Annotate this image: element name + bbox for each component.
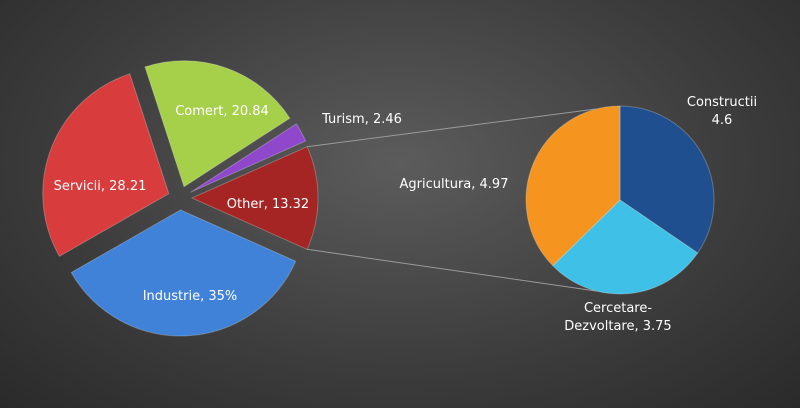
pie-slice bbox=[42, 73, 170, 257]
pie-slice bbox=[552, 199, 699, 295]
data-label: Servicii, 28.21 bbox=[53, 179, 147, 194]
connector-line bbox=[307, 108, 597, 148]
data-label: Industrie, 35% bbox=[142, 289, 238, 304]
pie-slice bbox=[144, 60, 291, 188]
data-label: Cercetare-Dezvoltare, 3.75 bbox=[564, 301, 672, 334]
data-label: Constructii 4.6 bbox=[686, 95, 758, 128]
connector-line bbox=[307, 248, 597, 292]
pie-slice bbox=[619, 105, 715, 254]
data-label: Agricultura, 4.97 bbox=[399, 177, 509, 192]
pie-slice bbox=[70, 209, 297, 337]
data-label: Other, 13.32 bbox=[226, 197, 310, 212]
data-label: Comert, 20.84 bbox=[175, 104, 269, 119]
pie-slice bbox=[190, 123, 307, 193]
pie-slice bbox=[190, 146, 319, 250]
data-label: Turism, 2.46 bbox=[322, 112, 402, 127]
